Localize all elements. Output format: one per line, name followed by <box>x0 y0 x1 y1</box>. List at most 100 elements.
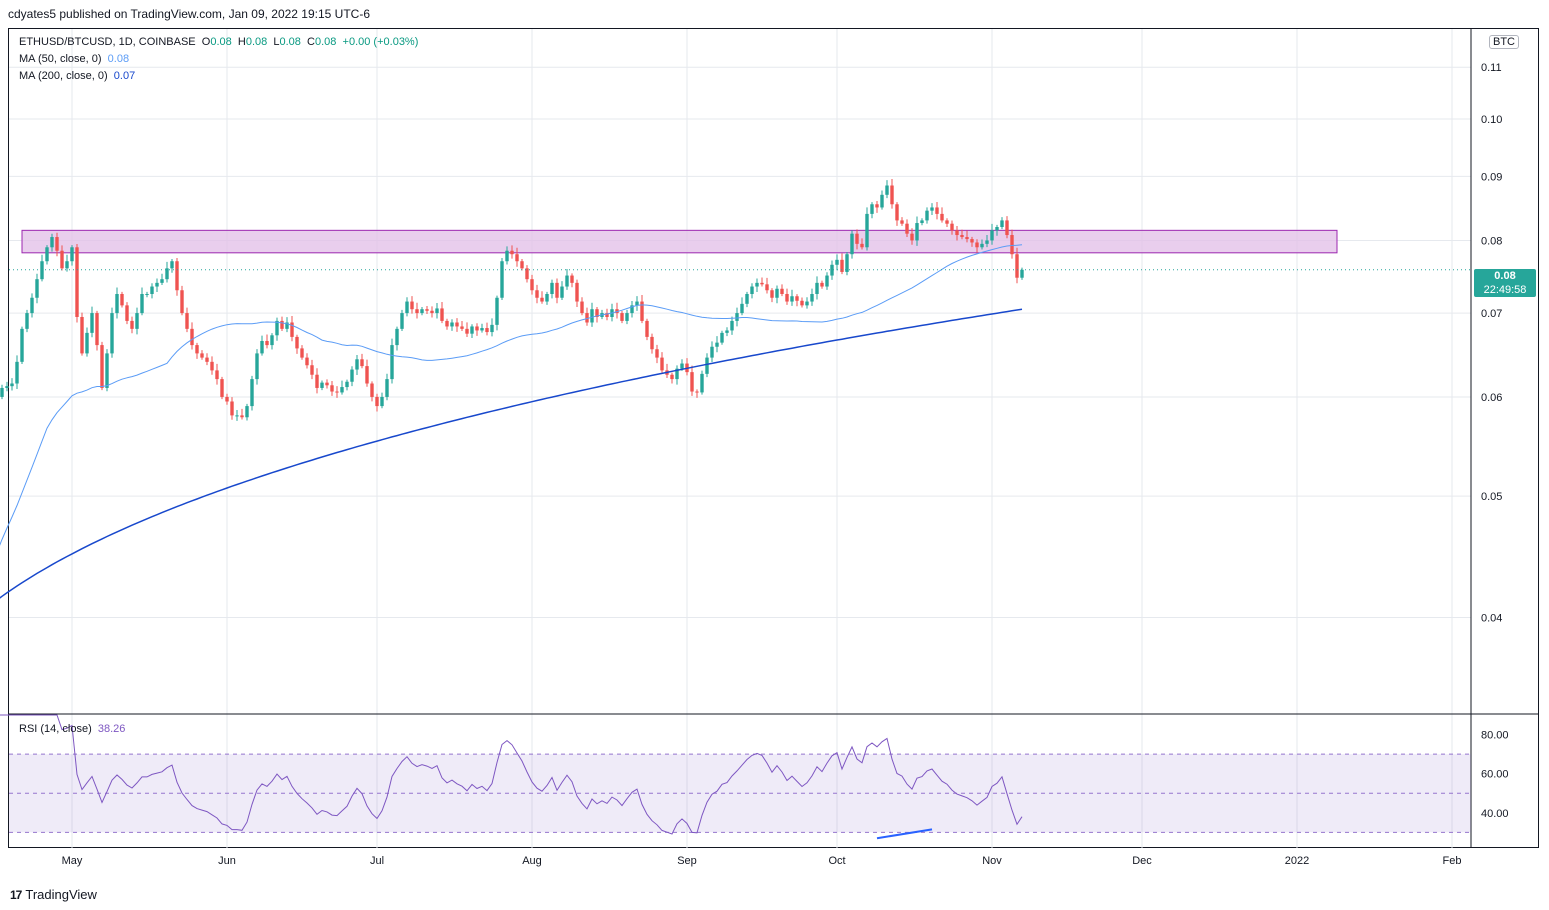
candle-body <box>755 282 759 287</box>
candle-body <box>760 282 764 285</box>
candle-body <box>540 297 544 302</box>
ma200-value: 0.07 <box>113 70 136 82</box>
candle-body <box>825 275 829 287</box>
candle-body <box>175 261 179 291</box>
candle-body <box>375 396 379 407</box>
candle-body <box>980 243 984 248</box>
candle-body <box>995 227 999 231</box>
candle-body <box>115 293 119 314</box>
candle-body <box>525 268 529 280</box>
candle-body <box>800 300 804 306</box>
candle-body <box>855 233 859 244</box>
ma50-label: MA (50, close, 0) <box>19 53 102 65</box>
rsi-legend: RSI (14, close) 38.26 <box>19 721 125 738</box>
candle-body <box>95 313 99 346</box>
footer-brand[interactable]: 17 TradingView <box>10 887 97 902</box>
candle-body <box>160 279 164 283</box>
candle-body <box>520 261 524 269</box>
legend-row-ma50: MA (50, close, 0) 0.08 <box>19 51 418 68</box>
candle-body <box>985 240 989 244</box>
candle-body <box>260 340 264 354</box>
candle-body <box>5 386 9 388</box>
candle-body <box>30 297 34 314</box>
resistance-zone <box>21 229 1338 254</box>
candle-body <box>640 301 644 321</box>
candle-body <box>785 293 789 302</box>
candle-body <box>695 391 699 393</box>
candle-body <box>20 328 24 362</box>
legend-symbol: ETHUSD/BTCUSD, 1D, COINBASE <box>19 36 196 48</box>
candle-body <box>390 345 394 380</box>
candle-body <box>110 313 114 354</box>
candle-body <box>560 286 564 298</box>
candle-body <box>485 328 489 333</box>
candle-body <box>845 254 849 272</box>
candle-body <box>470 326 474 334</box>
candle-body <box>810 293 814 302</box>
candle-body <box>915 223 919 241</box>
candle-body <box>595 309 599 317</box>
candle-body <box>625 313 629 321</box>
candle-body <box>210 361 214 371</box>
candle-body <box>730 320 734 331</box>
candle-body <box>480 328 484 331</box>
rsi-tick-label: 40.00 <box>1481 808 1509 820</box>
candle-body <box>675 368 679 380</box>
y-tick-label: 0.09 <box>1481 171 1502 183</box>
candle-body <box>720 332 724 343</box>
chart-frame[interactable] <box>8 28 1539 848</box>
main-legend: ETHUSD/BTCUSD, 1D, COINBASE O0.08 H0.08 … <box>19 34 418 85</box>
currency-badge[interactable]: BTC <box>1489 35 1519 49</box>
candle-body <box>745 293 749 304</box>
candle-body <box>830 264 834 276</box>
candle-body <box>310 365 314 375</box>
x-tick-label: Jul <box>370 855 384 867</box>
candle-body <box>60 250 64 269</box>
candle-body <box>130 320 134 329</box>
y-tick-label: 0.10 <box>1481 114 1502 126</box>
candle-body <box>395 328 399 346</box>
x-tick-label: Aug <box>522 855 542 867</box>
candle-body <box>660 357 664 371</box>
rsi-line <box>0 714 1023 835</box>
x-tick-label: Jun <box>218 855 236 867</box>
candle-body <box>205 357 209 362</box>
candle-body <box>990 230 994 241</box>
candle-body <box>120 293 124 306</box>
last-price: 0.08 <box>1494 270 1516 282</box>
candle-body <box>335 391 339 393</box>
candle-body <box>300 348 304 358</box>
candle-body <box>170 261 174 269</box>
legend-c-value: 0.08 <box>315 36 337 48</box>
candle-body <box>715 342 719 347</box>
candle-body <box>135 313 139 329</box>
candle-body <box>550 282 554 294</box>
candle-body <box>90 313 94 333</box>
candle-body <box>570 275 574 283</box>
candle-body <box>750 286 754 294</box>
y-tick-label: 0.07 <box>1481 308 1502 320</box>
candle-body <box>900 220 904 224</box>
candle-body <box>45 247 49 262</box>
candle-body <box>880 194 884 208</box>
legend-l-value: 0.08 <box>279 36 301 48</box>
candle-body <box>420 309 424 314</box>
x-tick-label: Nov <box>982 855 1002 867</box>
footer-brand-name: TradingView <box>25 887 97 902</box>
candle-body <box>710 346 714 358</box>
candle-body <box>875 204 879 208</box>
candle-body <box>840 259 844 272</box>
y-tick-label: 0.06 <box>1481 392 1502 404</box>
candle-body <box>590 309 594 323</box>
candle-body <box>150 286 154 294</box>
candle-body <box>620 313 624 321</box>
candle-body <box>270 335 274 346</box>
candle-body <box>515 254 519 262</box>
legend-l-label: L <box>273 36 280 48</box>
candle-body <box>235 415 239 417</box>
legend-row-symbol: ETHUSD/BTCUSD, 1D, COINBASE O0.08 H0.08 … <box>19 34 418 51</box>
candle-body <box>230 401 234 416</box>
candle-body <box>385 379 389 397</box>
candle-body <box>140 293 144 314</box>
